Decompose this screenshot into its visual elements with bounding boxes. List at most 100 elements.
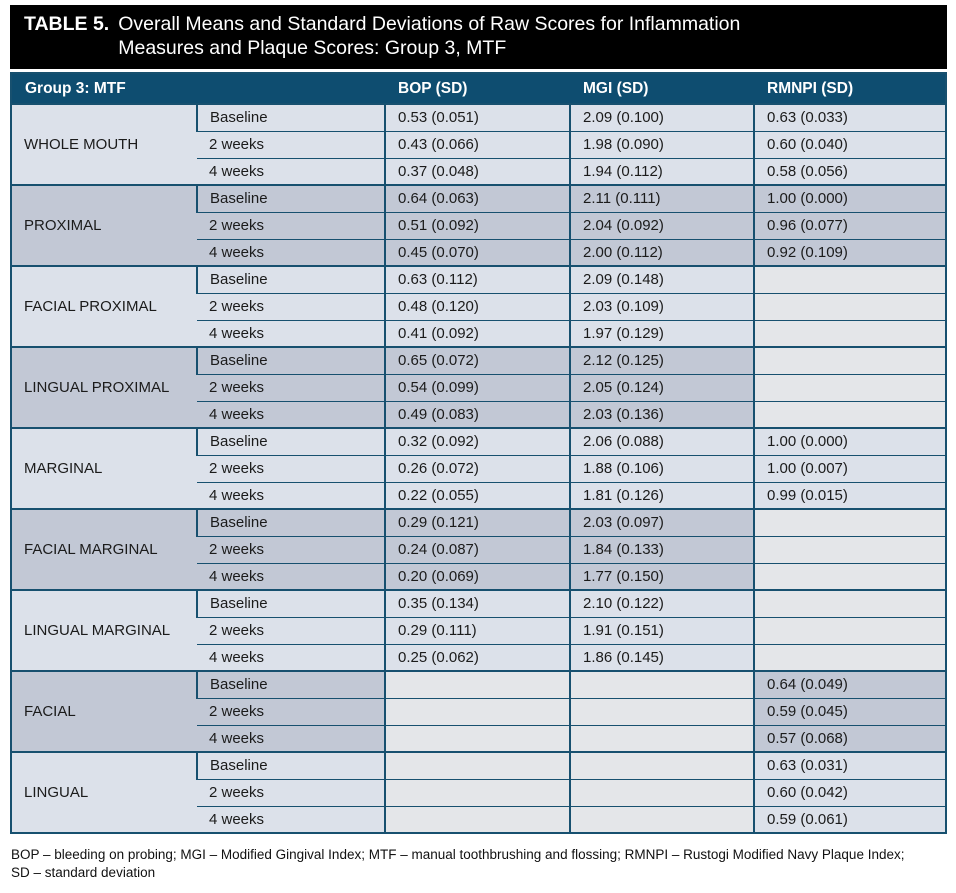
rmnpi-cell: 1.00 (0.000) bbox=[753, 427, 946, 455]
bop-cell: 0.45 (0.070) bbox=[384, 238, 570, 266]
table-row: FACIAL PROXIMAL Baseline 0.63 (0.112) 2.09 … bbox=[11, 265, 946, 347]
header-mgi: MGI (SD) bbox=[570, 73, 754, 104]
mgi-cell: 1.84 (0.133) bbox=[569, 535, 754, 563]
table-row: 4 weeks 0.49 (0.083) 2.03 (0.136) bbox=[11, 400, 946, 428]
mgi-cell: 1.86 (0.145) bbox=[569, 643, 754, 671]
period-cell: 4 weeks bbox=[197, 805, 385, 833]
rmnpi-cell bbox=[753, 292, 946, 320]
period-cell: 4 weeks bbox=[197, 562, 385, 590]
rmnpi-cell bbox=[753, 373, 946, 401]
table-row: 2 weeks 0.60 (0.042) bbox=[11, 778, 946, 806]
table-row: FACIAL Baseline 0.64 (0.049) bbox=[11, 670, 946, 752]
mgi-cell: 1.91 (0.151) bbox=[569, 616, 754, 644]
bop-cell: 0.25 (0.062) bbox=[384, 643, 570, 671]
mgi-cell bbox=[569, 751, 754, 779]
table-number-label: TABLE 5. bbox=[24, 13, 110, 35]
table-row: WHOLE MOUTH Baseline 0.53 (0.051) 2.09 (0.1… bbox=[11, 103, 946, 185]
rmnpi-cell bbox=[753, 562, 946, 590]
period-cell: Baseline bbox=[196, 751, 385, 779]
section-label-cell: PROXIMAL bbox=[11, 184, 197, 266]
table-row: 4 weeks 0.25 (0.062) 1.86 (0.145) bbox=[11, 643, 946, 671]
mgi-cell: 2.09 (0.100) bbox=[569, 103, 754, 131]
table-row: FACIAL MARGINAL Baseline 0.29 (0.121) 2.03 … bbox=[11, 508, 946, 590]
mgi-cell: 2.00 (0.112) bbox=[569, 238, 754, 266]
bop-cell: 0.29 (0.121) bbox=[384, 508, 570, 536]
mgi-cell: 2.03 (0.097) bbox=[569, 508, 754, 536]
data-table: Group 3: MTF BOP (SD) MGI (SD) RMNPI (SD… bbox=[10, 72, 947, 834]
rmnpi-cell bbox=[753, 589, 946, 617]
table-row: PROXIMAL Baseline 0.64 (0.063) 2.11 (0.111)… bbox=[11, 184, 946, 266]
mgi-cell: 2.03 (0.109) bbox=[569, 292, 754, 320]
period-cell: 4 weeks bbox=[197, 724, 385, 752]
rmnpi-cell: 0.63 (0.031) bbox=[753, 751, 946, 779]
mgi-cell: 1.94 (0.112) bbox=[569, 157, 754, 185]
table-title-bar: TABLE 5. Overall Means and Standard Devi… bbox=[10, 5, 947, 69]
table-row: 2 weeks 0.43 (0.066) 1.98 (0.090) 0.60 (0.0… bbox=[11, 130, 946, 158]
mgi-cell: 2.03 (0.136) bbox=[569, 400, 754, 428]
section-label-cell: LINGUAL PROXIMAL bbox=[11, 346, 197, 428]
footnote: BOP – bleeding on probing; MGI – Modifie… bbox=[10, 846, 947, 882]
mgi-cell: 1.98 (0.090) bbox=[569, 130, 754, 158]
mgi-cell: 2.11 (0.111) bbox=[569, 184, 754, 212]
table-row: 4 weeks 0.20 (0.069) 1.77 (0.150) bbox=[11, 562, 946, 590]
mgi-cell bbox=[569, 778, 754, 806]
bop-cell bbox=[384, 724, 570, 752]
period-cell: Baseline bbox=[196, 427, 385, 455]
mgi-cell: 2.12 (0.125) bbox=[569, 346, 754, 374]
bop-cell: 0.24 (0.087) bbox=[384, 535, 570, 563]
mgi-cell: 2.09 (0.148) bbox=[569, 265, 754, 293]
section-label-cell: WHOLE MOUTH bbox=[11, 103, 197, 185]
bop-cell: 0.32 (0.092) bbox=[384, 427, 570, 455]
table-row: 2 weeks 0.59 (0.045) bbox=[11, 697, 946, 725]
section-label-cell: FACIAL PROXIMAL bbox=[11, 265, 197, 347]
rmnpi-cell: 0.92 (0.109) bbox=[753, 238, 946, 266]
rmnpi-cell: 0.58 (0.056) bbox=[753, 157, 946, 185]
period-cell: 4 weeks bbox=[197, 481, 385, 509]
table-row: 2 weeks 0.26 (0.072) 1.88 (0.106) 1.00 (0.0… bbox=[11, 454, 946, 482]
rmnpi-cell: 0.96 (0.077) bbox=[753, 211, 946, 239]
bop-cell: 0.51 (0.092) bbox=[384, 211, 570, 239]
mgi-cell bbox=[569, 724, 754, 752]
bop-cell: 0.29 (0.111) bbox=[384, 616, 570, 644]
period-cell: Baseline bbox=[196, 346, 385, 374]
period-cell: 4 weeks bbox=[197, 238, 385, 266]
mgi-cell: 2.06 (0.088) bbox=[569, 427, 754, 455]
rmnpi-cell: 1.00 (0.007) bbox=[753, 454, 946, 482]
bop-cell: 0.35 (0.134) bbox=[384, 589, 570, 617]
table-row: 2 weeks 0.48 (0.120) 2.03 (0.109) bbox=[11, 292, 946, 320]
rmnpi-cell: 0.59 (0.045) bbox=[753, 697, 946, 725]
rmnpi-cell bbox=[753, 508, 946, 536]
bop-cell bbox=[384, 697, 570, 725]
rmnpi-cell: 0.60 (0.040) bbox=[753, 130, 946, 158]
bop-cell: 0.54 (0.099) bbox=[384, 373, 570, 401]
table-row: LINGUAL Baseline 0.63 (0.031) bbox=[11, 751, 946, 833]
rmnpi-cell bbox=[753, 265, 946, 293]
period-cell: 4 weeks bbox=[197, 400, 385, 428]
bop-cell: 0.20 (0.069) bbox=[384, 562, 570, 590]
table-row: 2 weeks 0.29 (0.111) 1.91 (0.151) bbox=[11, 616, 946, 644]
table-row: MARGINAL Baseline 0.32 (0.092) 2.06 (0.088)… bbox=[11, 427, 946, 509]
period-cell: Baseline bbox=[196, 589, 385, 617]
mgi-cell: 2.05 (0.124) bbox=[569, 373, 754, 401]
mgi-cell: 1.81 (0.126) bbox=[569, 481, 754, 509]
bop-cell: 0.65 (0.072) bbox=[384, 346, 570, 374]
table-row: 4 weeks 0.37 (0.048) 1.94 (0.112) 0.58 (0.0… bbox=[11, 157, 946, 185]
bop-cell: 0.43 (0.066) bbox=[384, 130, 570, 158]
period-cell: 2 weeks bbox=[197, 211, 385, 239]
footnote-line-2: SD – standard deviation bbox=[11, 865, 156, 880]
bop-cell: 0.53 (0.051) bbox=[384, 103, 570, 131]
table-row: 2 weeks 0.51 (0.092) 2.04 (0.092) 0.96 (0.0… bbox=[11, 211, 946, 239]
rmnpi-cell bbox=[753, 319, 946, 347]
bop-cell: 0.26 (0.072) bbox=[384, 454, 570, 482]
rmnpi-cell bbox=[753, 643, 946, 671]
bop-cell: 0.37 (0.048) bbox=[384, 157, 570, 185]
header-rmnpi: RMNPI (SD) bbox=[754, 73, 946, 104]
table-title-text: Overall Means and Standard Deviations of… bbox=[118, 13, 741, 59]
period-cell: 4 weeks bbox=[197, 319, 385, 347]
period-cell: 2 weeks bbox=[197, 373, 385, 401]
period-cell: 2 weeks bbox=[197, 130, 385, 158]
rmnpi-cell: 0.64 (0.049) bbox=[753, 670, 946, 698]
table-row: 4 weeks 0.22 (0.055) 1.81 (0.126) 0.99 (0.0… bbox=[11, 481, 946, 509]
mgi-cell: 1.97 (0.129) bbox=[569, 319, 754, 347]
